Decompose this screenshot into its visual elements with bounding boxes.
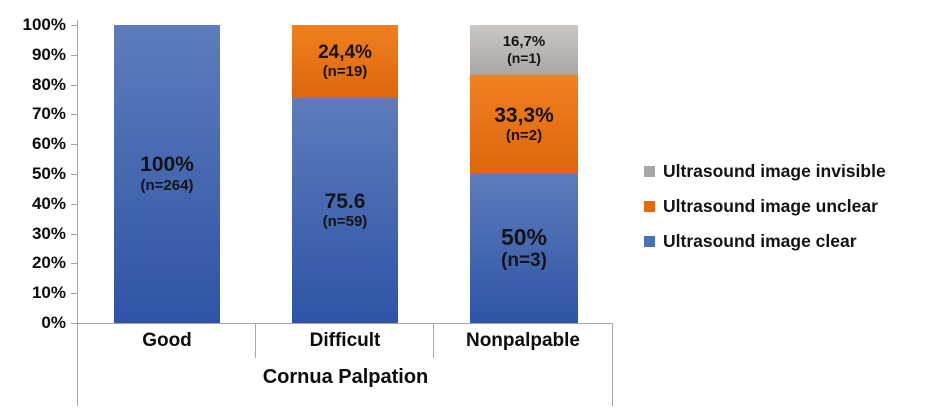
y-axis-tick (71, 114, 78, 115)
axis-border-left (77, 323, 78, 406)
segment-pct-label: 33,3% (494, 103, 554, 127)
legend-item-clear: Ultrasound image clear (644, 230, 886, 252)
segment-n-label: (n=264) (140, 176, 194, 194)
y-axis-tick-label: 10% (31, 283, 66, 302)
y-axis-tick (71, 234, 78, 235)
legend-swatch-clear-icon (644, 235, 655, 247)
legend-label: Ultrasound image invisible (663, 160, 886, 181)
y-axis-line (77, 20, 78, 323)
x-axis-line (71, 323, 613, 324)
y-axis-tick (71, 174, 78, 175)
bar-nonpalpable-unclear-segment: 33,3% (n=2) (470, 75, 578, 174)
y-axis-tick (71, 263, 78, 264)
segment-pct-label: 50% (500, 224, 548, 251)
segment-n-label: (n=1) (507, 50, 541, 67)
category-divider (255, 323, 256, 358)
segment-n-label: (n=3) (501, 249, 547, 271)
segment-n-label: (n=19) (322, 63, 368, 81)
y-axis-tick-label: 90% (31, 45, 66, 64)
y-axis-tick-label: 80% (31, 75, 66, 94)
y-axis-tick-label: 100% (22, 15, 66, 34)
y-axis-tick-label: 40% (31, 194, 66, 213)
category-label-nonpalpable: Nonpalpable (465, 330, 580, 351)
segment-pct-label: 75.6 (324, 189, 366, 213)
bar-nonpalpable-clear-segment: 50% (n=3) (470, 174, 578, 323)
legend-label: Ultrasound image unclear (663, 195, 878, 216)
bar-difficult-clear-segment: 75.6 (n=59) (292, 98, 398, 323)
bar-nonpalpable-invisible-segment: 16,7% (n=1) (470, 25, 578, 75)
y-axis-tick (71, 55, 78, 56)
legend-swatch-unclear-icon (644, 200, 655, 212)
legend-item-unclear: Ultrasound image unclear (644, 195, 886, 217)
y-axis-tick-label: 30% (31, 224, 66, 243)
legend-label: Ultrasound image clear (663, 230, 857, 251)
y-axis-tick-label: 60% (31, 134, 66, 153)
legend: Ultrasound image invisible Ultrasound im… (644, 160, 886, 265)
y-axis-tick-label: 0% (41, 313, 66, 332)
y-axis-tick (71, 293, 78, 294)
segment-n-label: (n=59) (322, 213, 368, 231)
x-axis-title: Cornua Palpation (262, 366, 429, 388)
segment-pct-label: 16,7% (502, 32, 546, 50)
legend-swatch-invisible-icon (644, 165, 655, 177)
category-label-good: Good (142, 330, 192, 351)
segment-pct-label: 100% (140, 153, 194, 177)
bar-difficult-unclear-segment: 24,4% (n=19) (292, 25, 398, 98)
legend-item-invisible: Ultrasound image invisible (644, 160, 886, 182)
y-axis-tick (71, 85, 78, 86)
y-axis-tick (71, 204, 78, 205)
segment-n-label: (n=2) (505, 127, 543, 145)
y-axis-tick (71, 25, 78, 26)
category-divider (433, 323, 434, 358)
y-axis-tick-label: 70% (31, 104, 66, 123)
axis-border-right (612, 323, 613, 406)
bar-good-clear-segment: 100% (n=264) (114, 25, 220, 323)
segment-pct-label: 24,4% (318, 41, 372, 63)
y-axis-tick (71, 144, 78, 145)
category-label-difficult: Difficult (309, 330, 381, 351)
y-axis-tick-label: 50% (31, 164, 66, 183)
y-axis-tick-label: 20% (31, 253, 66, 272)
